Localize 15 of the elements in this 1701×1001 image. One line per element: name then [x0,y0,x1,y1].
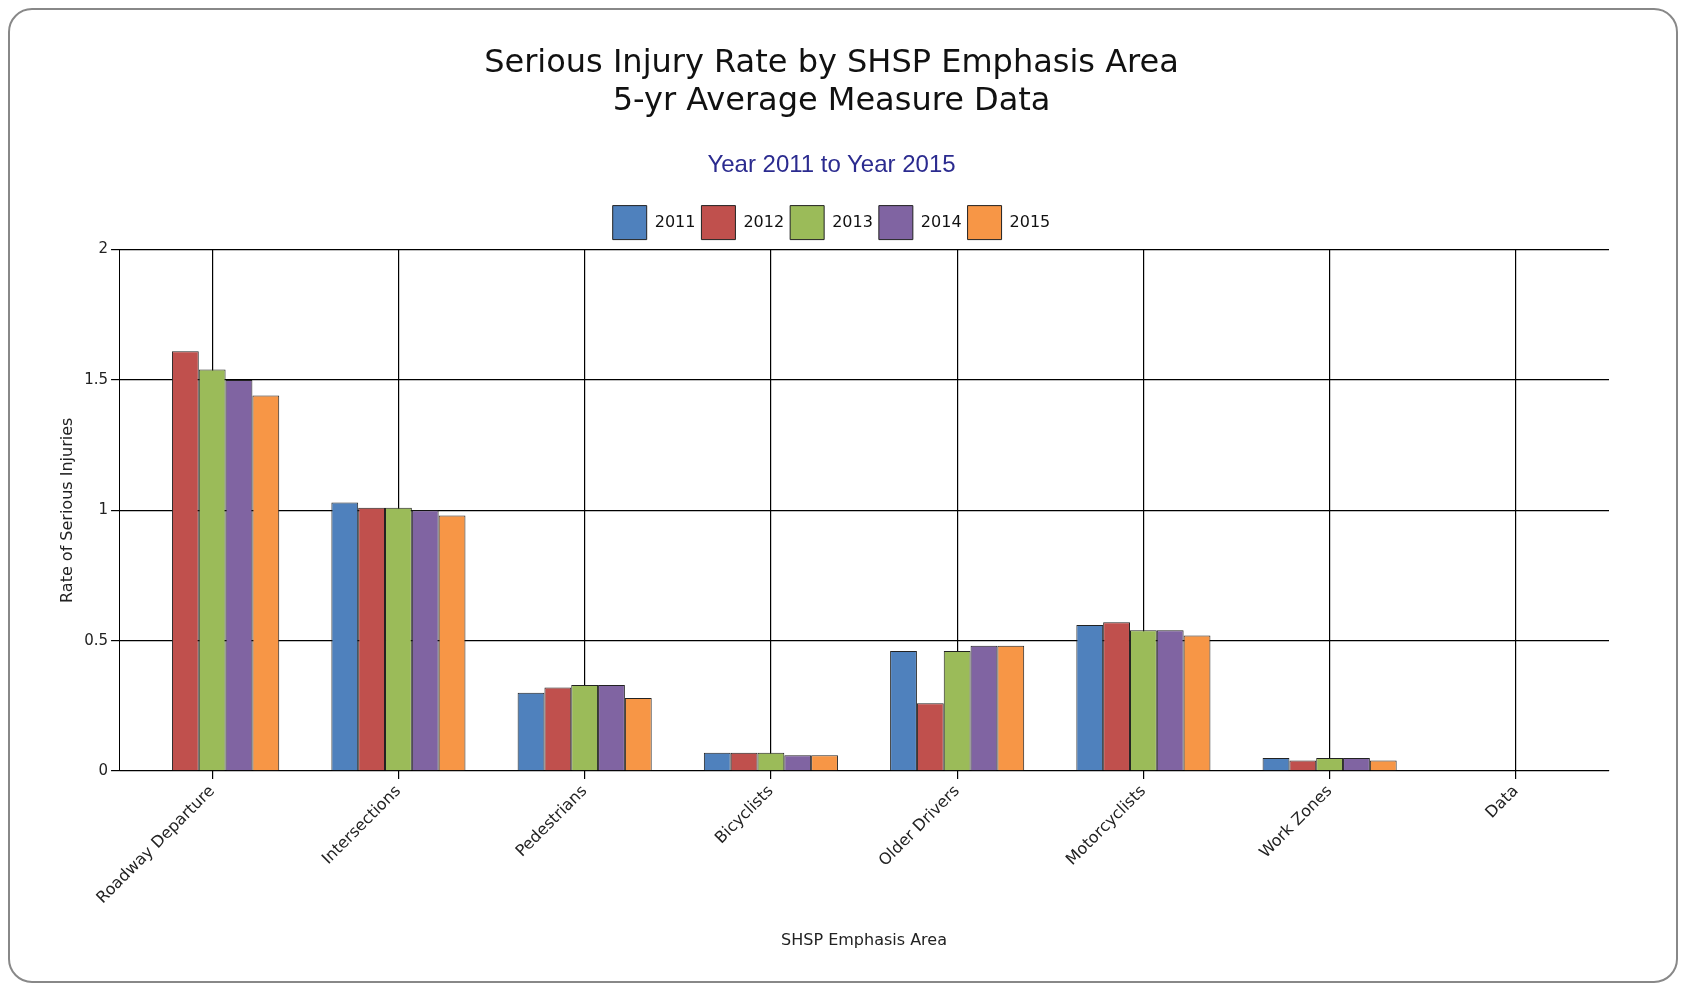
y-tick-label: 2 [98,239,109,258]
text: Serious Injury Rate by SHSP Emphasis Area [484,41,1179,80]
y-tick-label: 0 [98,760,109,779]
legend-label: 2015 [1009,211,1051,231]
legend-label: 2014 [920,211,962,231]
legend-label: 2013 [832,211,873,231]
x-axis-title: SHSP Emphasis Area [781,929,947,949]
y-tick-label: 0.5 [84,630,109,649]
y-tick-label: 1.5 [84,369,109,388]
y-tick-label: 1 [98,500,109,519]
legend-label: 2011 [654,211,696,231]
text: 5-yr Average Measure Data [612,79,1051,118]
y-axis-title: Rate of Serious Injuries [56,417,76,603]
legend-label: 2012 [743,211,785,231]
chart-subtitle: Year 2011 to Year 2015 [707,149,956,177]
